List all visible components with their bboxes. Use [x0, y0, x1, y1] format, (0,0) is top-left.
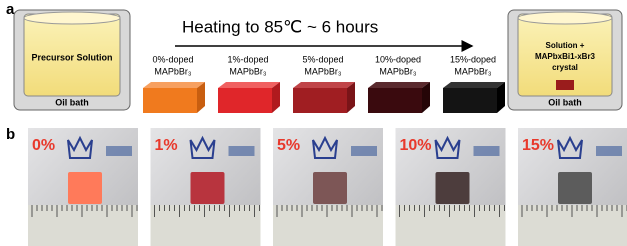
- photo-label: 10%: [400, 137, 432, 154]
- sample-label: MAPbBr₃: [304, 66, 342, 76]
- sample-label: 0%-doped: [152, 54, 193, 64]
- sample-label: MAPbBr₃: [454, 66, 492, 76]
- sample-label: 15%-doped: [450, 54, 496, 64]
- ruler: [518, 205, 627, 246]
- cube-top: [293, 82, 355, 88]
- logo-text: [106, 146, 132, 156]
- bath-label: Oil bath: [55, 97, 89, 107]
- cube-top: [143, 82, 205, 88]
- logo-text: [474, 146, 500, 156]
- beaker-label: Precursor Solution: [31, 52, 112, 62]
- photo-label: 0%: [32, 137, 55, 154]
- heading: Heating to 85℃ ~ 6 hours: [182, 17, 378, 36]
- ruler: [273, 205, 383, 246]
- ruler: [396, 205, 506, 246]
- cube-top: [443, 82, 505, 88]
- cube: [443, 88, 497, 113]
- cube-top: [218, 82, 280, 88]
- sample-label: MAPbBr₃: [154, 66, 192, 76]
- cube: [143, 88, 197, 113]
- sample-crystal: [436, 172, 470, 204]
- sample-label: 1%-doped: [227, 54, 268, 64]
- cube: [293, 88, 347, 113]
- beaker-label: MAPbxBi1-xBr3: [535, 52, 596, 61]
- sample-crystal: [313, 172, 347, 204]
- photo-label: 5%: [277, 137, 300, 154]
- ruler: [28, 205, 138, 246]
- beaker-label: crystal: [552, 63, 578, 72]
- photo-label: 1%: [155, 137, 178, 154]
- cube-top: [368, 82, 430, 88]
- sample-crystal: [191, 172, 225, 204]
- beaker-label: Solution +: [546, 41, 585, 50]
- panel-label: b: [6, 126, 15, 143]
- cube: [368, 88, 422, 113]
- logo-text: [351, 146, 377, 156]
- logo-text: [229, 146, 255, 156]
- logo-text: [596, 146, 622, 156]
- sample-label: MAPbBr₃: [229, 66, 267, 76]
- sample-crystal: [68, 172, 102, 204]
- bath-label: Oil bath: [548, 97, 582, 107]
- ruler: [151, 205, 261, 246]
- sample-label: MAPbBr₃: [379, 66, 417, 76]
- sample-label: 10%-doped: [375, 54, 421, 64]
- cube: [218, 88, 272, 113]
- photo-label: 15%: [522, 137, 554, 154]
- sample-label: 5%-doped: [302, 54, 343, 64]
- sample-crystal: [558, 172, 592, 204]
- figure: a Precursor Solution Oil bath Solution +…: [0, 0, 627, 246]
